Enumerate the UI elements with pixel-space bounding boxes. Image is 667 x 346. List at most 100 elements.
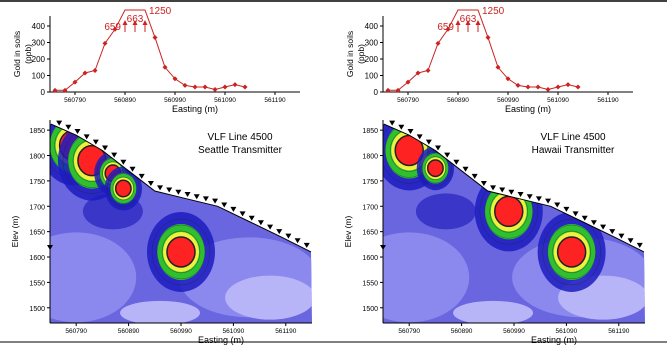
station-marker (600, 224, 607, 230)
station-marker (294, 238, 301, 244)
station-marker (175, 189, 182, 195)
station-marker (425, 139, 432, 145)
station-marker (276, 229, 283, 235)
station-marker (398, 124, 405, 130)
station-marker (627, 238, 634, 244)
x-tick-label: 560990 (503, 328, 525, 335)
contour-line (112, 176, 135, 201)
low-band (50, 232, 137, 323)
gold-data-point (72, 79, 78, 85)
station-marker (166, 187, 173, 193)
x-tick-label: 560890 (118, 328, 140, 335)
station-marker (590, 220, 597, 226)
y-tick-label: 200 (32, 55, 46, 64)
contour-line (424, 156, 447, 181)
section-subtitle: Seattle Transmitter (198, 145, 283, 156)
gold-data-point (62, 87, 68, 93)
y-tick-label: 1850 (362, 128, 378, 135)
station-marker (221, 202, 228, 208)
station-marker (581, 215, 588, 221)
anomaly-5 (104, 166, 143, 211)
contour-line (109, 173, 137, 204)
station-marker (407, 128, 414, 134)
station-marker (138, 173, 145, 179)
x-tick-label: 560790 (397, 97, 419, 104)
contour-line (552, 230, 591, 274)
station-marker (120, 159, 127, 165)
gold-data-point (52, 87, 58, 93)
y-tick-label: 1700 (362, 204, 378, 211)
clipped-value-arrowhead (475, 20, 481, 25)
contour-line (161, 230, 201, 274)
y-axis-label: Gold in soils(ppb) (345, 31, 366, 77)
y-tick-label: 1650 (362, 230, 378, 237)
right-top-gold-chart: 0 100 200 300 400 560790 560890 560990 561090 561… (345, 6, 633, 114)
gold-data-point (222, 84, 228, 90)
y-tick-label: 1600 (29, 255, 45, 262)
gold-data-point (102, 40, 108, 46)
gold-data-point (92, 68, 98, 74)
gold-data-point (202, 84, 208, 90)
gold-data-point (182, 82, 188, 88)
station-marker (416, 134, 423, 140)
x-tick-label: 560890 (451, 328, 473, 335)
clipped-value-arrowhead (132, 20, 138, 25)
clipped-value-label: 663 (127, 14, 144, 25)
y-axis-label-line2: (ppb) (356, 44, 366, 64)
station-marker (508, 189, 515, 195)
gold-data-point (435, 40, 441, 46)
station-marker (572, 211, 579, 217)
station-marker (157, 185, 164, 191)
gold-data-point (565, 82, 571, 88)
station-marker (453, 159, 460, 165)
x-tick-label: 561190 (264, 97, 286, 104)
y-tick-label: 1800 (362, 154, 378, 161)
station-marker (563, 206, 570, 212)
station-marker (545, 198, 552, 204)
topography-line (383, 123, 645, 253)
y-tick-label: 300 (32, 39, 46, 48)
gold-data-point (485, 35, 491, 41)
gold-data-point (525, 84, 531, 90)
y-tick-label: 0 (41, 88, 46, 97)
x-axis-label: Easting (m) (198, 335, 244, 345)
clipped-value-arrowhead (122, 20, 128, 25)
gold-data-point (152, 35, 158, 41)
station-marker (230, 206, 237, 212)
x-tick-label: 560790 (398, 328, 420, 335)
x-axis-label: Easting (m) (172, 104, 218, 114)
low-band (120, 300, 201, 323)
y-axis-label-line1: Gold in soils (345, 31, 355, 77)
y-tick-label: 1500 (29, 306, 45, 313)
y-tick-label: 1750 (29, 179, 45, 186)
contour-line (151, 218, 211, 286)
station-marker (212, 198, 219, 204)
station-marker (490, 185, 497, 191)
left-top-gold-chart: 0 100 200 300 400 560790 560890 560990 561090 561… (12, 6, 300, 114)
station-marker (444, 152, 451, 158)
gold-data-point (495, 64, 501, 70)
vlf-contour-field (50, 124, 312, 323)
x-tick-label: 560890 (447, 97, 469, 104)
clipped-value-label: 659 (104, 22, 121, 33)
y-tick-label: 200 (365, 55, 379, 64)
gold-data-point (445, 26, 451, 32)
clipped-value-arrowhead (455, 20, 461, 25)
gold-data-point (545, 87, 551, 93)
clipped-value-arrowhead (465, 20, 471, 25)
station-marker (129, 166, 136, 172)
station-marker (102, 145, 109, 151)
x-tick-label: 561090 (223, 328, 245, 335)
clipped-value-label: 1250 (482, 6, 505, 17)
station-marker (285, 233, 292, 239)
station-marker (248, 215, 255, 221)
y-tick-label: 1650 (29, 230, 45, 237)
anomaly-core (114, 179, 132, 198)
gold-data-point (575, 84, 581, 90)
station-marker (267, 224, 274, 230)
y-tick-label: 1600 (362, 255, 378, 262)
gold-data-point (415, 70, 421, 76)
gold-data-point (505, 76, 511, 82)
